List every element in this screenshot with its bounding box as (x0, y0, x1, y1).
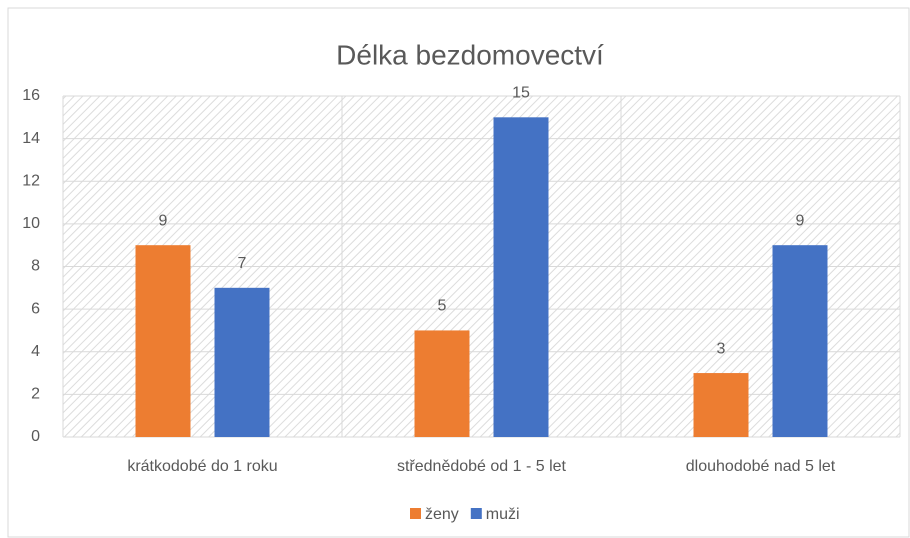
bar (493, 117, 549, 437)
y-tick-label: 14 (22, 130, 40, 147)
x-tick-label: krátkodobé do 1 roku (127, 458, 277, 475)
legend-label: ženy (425, 506, 459, 523)
data-label: 15 (512, 85, 530, 102)
bar (214, 287, 270, 437)
bar (693, 373, 749, 437)
y-tick-label: 6 (31, 300, 40, 317)
x-tick-label: střednědobé od 1 - 5 let (397, 458, 567, 475)
chart-title: Délka bezdomovectví (336, 39, 604, 70)
y-tick-label: 4 (31, 343, 40, 360)
bar (135, 245, 191, 437)
legend-label: muži (486, 506, 520, 523)
y-tick-label: 10 (22, 215, 40, 232)
bar (772, 245, 828, 437)
legend-swatch (410, 508, 421, 519)
y-tick-label: 8 (31, 258, 40, 275)
data-label: 9 (159, 212, 168, 229)
y-tick-label: 16 (22, 87, 40, 104)
data-label: 3 (717, 340, 726, 357)
y-tick-label: 12 (22, 172, 40, 189)
y-tick-label: 2 (31, 386, 40, 403)
bar (414, 330, 470, 437)
x-tick-label: dlouhodobé nad 5 let (686, 458, 836, 475)
y-tick-label: 0 (31, 428, 40, 445)
data-label: 5 (438, 298, 447, 315)
data-label: 7 (238, 255, 247, 272)
data-label: 9 (796, 212, 805, 229)
legend-swatch (470, 508, 482, 519)
